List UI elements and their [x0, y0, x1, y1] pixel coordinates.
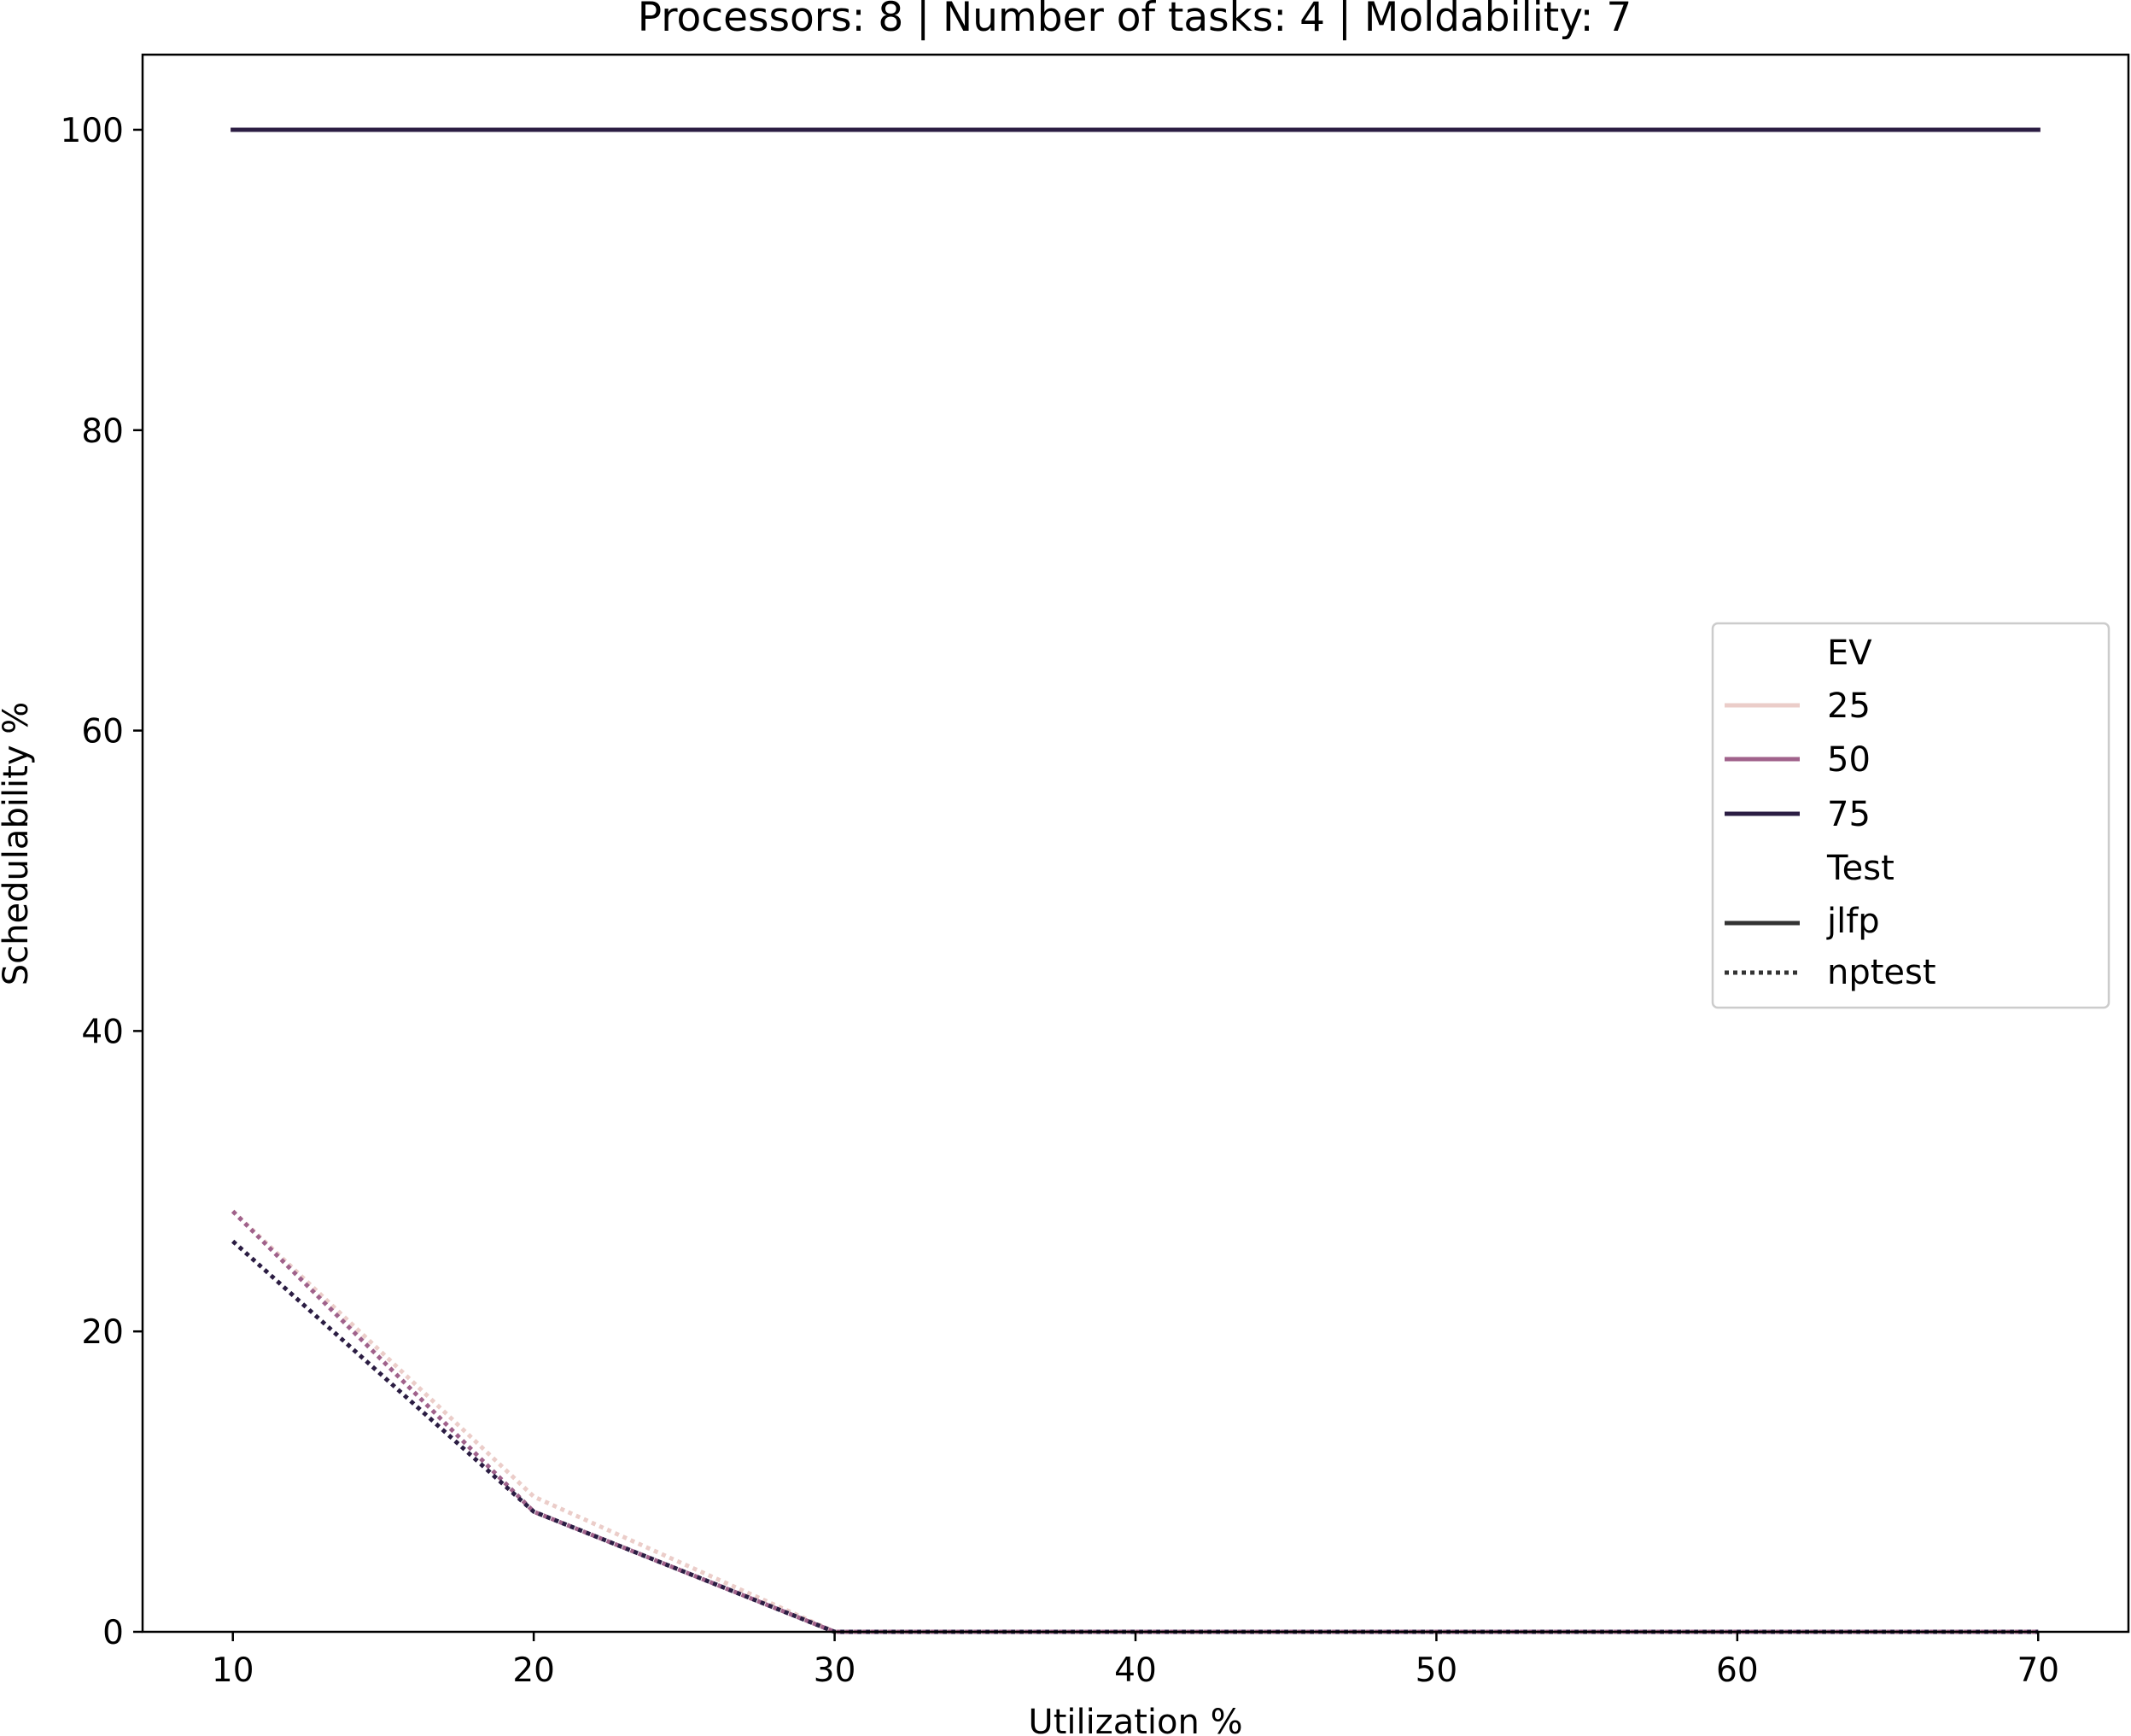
legend-title-test: Test — [1826, 849, 1895, 888]
y-tick-label: 100 — [61, 112, 124, 150]
legend-label-nptest: nptest — [1827, 953, 1936, 992]
y-axis: 0 20 40 60 80 100 — [61, 112, 143, 1652]
x-axis-label: Utilization % — [1028, 1703, 1242, 1736]
x-tick-label: 30 — [814, 1651, 856, 1690]
legend-label-ev-50: 50 — [1827, 740, 1871, 780]
y-axis-label: Schedulability % — [0, 702, 36, 986]
legend-label-ev-75: 75 — [1827, 795, 1871, 834]
legend-box — [1711, 622, 2111, 1009]
y-tick-label: 0 — [102, 1614, 124, 1652]
legend-label-ev-25: 25 — [1827, 687, 1871, 726]
y-tick-label: 80 — [81, 412, 124, 451]
legend-label-jlfp: jlfp — [1826, 902, 1880, 941]
x-tick-label: 40 — [1114, 1651, 1157, 1690]
x-tick-label: 10 — [212, 1651, 254, 1690]
series-line-ev75-nptest — [231, 1239, 2039, 1634]
x-tick-label: 60 — [1716, 1651, 1759, 1690]
y-tick-label: 60 — [81, 713, 124, 751]
series-line-ev25-nptest — [231, 1209, 2039, 1634]
legend: EV 25 50 75 Test jlfp nptest — [1711, 622, 2111, 1009]
legend-title-ev: EV — [1827, 634, 1872, 673]
chart-title: Processors: 8 | Number of tasks: 4 | Mol… — [638, 0, 1632, 41]
y-tick-label: 40 — [81, 1013, 124, 1051]
x-tick-label: 20 — [512, 1651, 555, 1690]
x-tick-label: 70 — [2017, 1651, 2059, 1690]
x-axis: 10 20 30 40 50 60 70 — [212, 1632, 2059, 1690]
y-tick-label: 20 — [81, 1313, 124, 1352]
x-tick-label: 50 — [1416, 1651, 1458, 1690]
series-line-ev50-nptest — [231, 1209, 2039, 1634]
